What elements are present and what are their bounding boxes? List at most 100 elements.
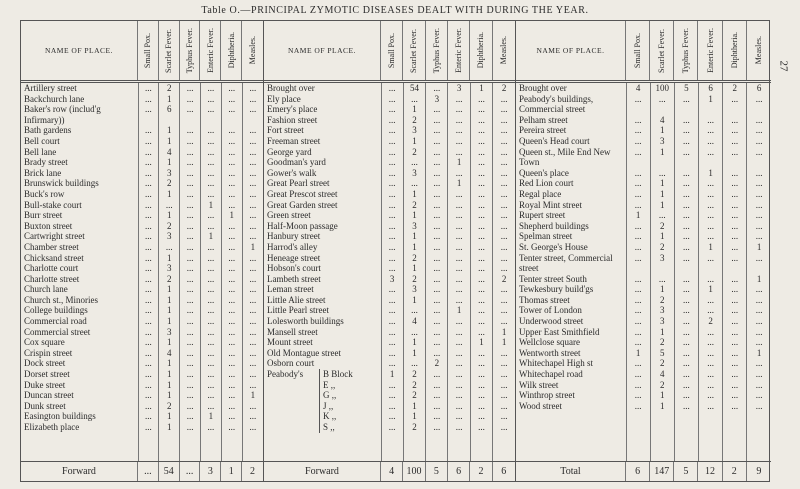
data-cell: 1 <box>650 326 675 338</box>
filler-cell <box>493 433 515 461</box>
table-row: Winthrop street... 1............ <box>516 390 771 401</box>
data-cell: ... <box>626 400 651 412</box>
footer-value: 6 <box>448 462 471 481</box>
data-cell: ... <box>722 199 748 211</box>
data-cell: ... <box>447 411 471 422</box>
data-cell: ... <box>755 252 763 263</box>
data-cell: 5 <box>674 83 699 94</box>
data-cell: ... <box>179 199 201 211</box>
footer-value: 4 <box>381 462 404 481</box>
data-cell: ... <box>470 188 494 200</box>
data-cell: 2 <box>650 379 675 391</box>
data-cell: ... <box>138 358 160 370</box>
data-cell: ... <box>674 210 699 221</box>
footer-label: Forward <box>264 462 381 481</box>
data-cell: 1 <box>158 369 181 380</box>
data-cell: ... <box>221 135 243 147</box>
data-cell: ... <box>470 422 494 433</box>
place-name: Brady street <box>21 157 139 168</box>
data-cell: ... <box>381 241 404 253</box>
data-cell: ... <box>674 178 699 189</box>
data-cell: 1 <box>200 199 222 211</box>
data-cell: ... <box>425 305 449 317</box>
data-cell: 1 <box>158 379 181 391</box>
header-cell: Small Pox. <box>626 21 651 80</box>
place-name: Duke street <box>21 379 139 391</box>
filler-cell <box>381 432 404 461</box>
data-cell: ... <box>138 284 160 295</box>
data-cell: ... <box>674 135 699 147</box>
header-row: NAME OF PLACE. Small Pox. Scarlet Fever. Ty… <box>21 21 263 83</box>
place-name: Bath gardens <box>21 125 139 136</box>
data-cell: 1 <box>403 294 427 306</box>
table-row: K ,,... 1............ <box>264 411 515 422</box>
header-cell: Enteric Fever. <box>698 21 723 80</box>
data-cell: ... <box>722 252 748 274</box>
place-name: Brought over <box>516 83 627 94</box>
data-cell: ... <box>722 178 748 189</box>
place-name: Charlotte street <box>21 273 139 285</box>
place-name: Burr street <box>21 210 139 221</box>
data-cell: ... <box>381 125 404 136</box>
data-cell: ... <box>138 93 160 105</box>
table-row: Tenter street South............... 1 <box>516 273 771 285</box>
data-cell: ... <box>425 220 449 232</box>
header-label: Enteric Fever. <box>705 28 715 73</box>
data-cell: 4 <box>158 347 181 359</box>
data-cell: ... <box>179 220 201 232</box>
data-cell: ... <box>179 83 201 94</box>
data-cell: ... <box>249 337 257 348</box>
table-row: Tenter street, Commercial street... 3....… <box>516 252 771 274</box>
data-cell: ... <box>674 93 699 115</box>
table-row: Fort street... 3............ <box>264 125 515 136</box>
table-row: Freeman street... 1............ <box>264 135 515 147</box>
data-cell: ... <box>221 178 243 189</box>
data-cell: 4 <box>158 146 181 158</box>
data-cell: 2 <box>650 358 675 370</box>
data-cell: ... <box>500 379 508 390</box>
data-cell: ... <box>674 231 699 242</box>
table-row: Lambeth street 3 2......... 2 <box>264 273 515 285</box>
data-cell: ... <box>249 252 257 263</box>
data-cell: ... <box>626 178 651 189</box>
data-cell: ... <box>626 294 651 306</box>
data-cell: ... <box>626 316 651 327</box>
footer-value: ... <box>180 462 201 481</box>
data-cell: 1 <box>250 241 256 252</box>
data-cell: ... <box>500 199 508 210</box>
data-cell: 1 <box>501 337 507 348</box>
data-cell: ... <box>138 379 160 391</box>
data-cell: ... <box>221 146 243 158</box>
data-cell: ... <box>179 422 201 433</box>
data-cell: 1 <box>381 369 404 380</box>
data-cell: ... <box>425 178 449 189</box>
data-cell: ... <box>179 369 201 380</box>
place-name: Buck's row <box>21 188 139 200</box>
table-body: Artillery street... 2............ Backchur… <box>21 83 263 461</box>
data-cell: ... <box>447 263 471 274</box>
place-name: Bull-stake court <box>21 199 139 211</box>
data-cell: ... <box>200 379 222 391</box>
header-label: Typhus Fever. <box>681 27 691 74</box>
data-cell: 2 <box>650 241 675 253</box>
data-cell: ... <box>381 178 404 189</box>
data-cell: ... <box>249 400 257 411</box>
data-cell: ... <box>722 220 748 232</box>
table-row: Church st., Minories... 1............ <box>21 294 263 306</box>
data-cell: ... <box>698 125 724 136</box>
data-cell: ... <box>381 337 404 348</box>
data-cell: ... <box>500 305 508 316</box>
data-cell: ... <box>674 400 699 412</box>
page-number: 27 <box>777 60 790 72</box>
data-cell: ... <box>179 146 201 158</box>
place-name: Fort street <box>264 125 382 136</box>
place-name: Duncan street <box>21 390 139 401</box>
place-name: Bell lane <box>21 146 139 158</box>
data-cell: ... <box>425 422 449 433</box>
data-cell: ... <box>722 114 748 126</box>
header-cell: Diphtheria. <box>221 21 243 80</box>
data-cell: ... <box>179 104 201 126</box>
data-cell: 1 <box>158 337 181 348</box>
data-cell: ... <box>755 231 763 242</box>
data-cell: ... <box>500 263 508 274</box>
